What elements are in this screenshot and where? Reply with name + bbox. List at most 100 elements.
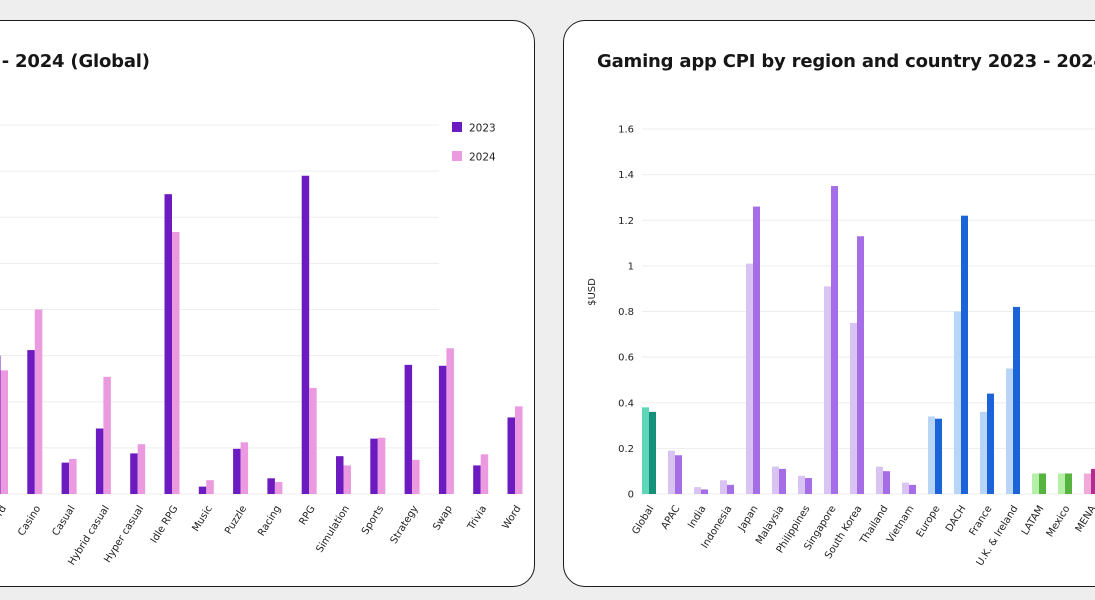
left-bar-2023-idle-rpg (164, 194, 172, 494)
left-bar-2024-casino (34, 309, 43, 494)
right-y-axis-label: $USD (587, 278, 598, 306)
left-bar-2024-idle-rpg (172, 232, 180, 494)
right-chart-title: Gaming app CPI by region and country 202… (597, 51, 1095, 72)
right-bar-2024-mexico (1065, 473, 1072, 494)
right-bar-2024-vietnam (909, 484, 916, 494)
left-bar-2023-trivia (473, 465, 481, 494)
left-bar-2023-music (198, 486, 207, 494)
right-x-tick-label: DACH (944, 504, 969, 534)
left-bar-2023-casino (27, 350, 35, 494)
left-x-tick-label: Music (190, 504, 214, 534)
right-y-tick-label: 1.6 (618, 125, 634, 136)
right-bar-2024-europe (935, 418, 942, 494)
right-bar-2024-malaysia (779, 468, 786, 494)
right-bar-2024-singapore (831, 186, 838, 494)
right-bar-2024-south-korea (857, 236, 864, 494)
right-y-tick-label: 1.4 (618, 170, 634, 181)
left-x-tick-label: RPG (297, 504, 317, 527)
right-bar-2024-mena (1091, 468, 1095, 494)
right-bar-2023-global (642, 407, 649, 494)
right-bar-2024-japan (753, 206, 760, 494)
right-x-tick-label: Global (630, 504, 656, 537)
right-y-tick-label: 0.8 (618, 307, 634, 318)
right-y-tick-label: 0.6 (618, 353, 634, 364)
right-x-tick-label: Mexico (1045, 504, 1073, 539)
right-bar-2023-dach (954, 311, 961, 494)
right-x-tick-label: France (968, 504, 995, 538)
left-bar-2023-casual (61, 462, 70, 494)
left-x-tick-label: Trivia (465, 504, 489, 533)
left-chart-title: 23 - 2024 (Global) (0, 51, 150, 72)
left-legend-swatch-2024 (452, 151, 462, 161)
right-y-tick-label: 1 (628, 261, 634, 272)
right-y-tick-label: 0 (628, 490, 634, 501)
left-bar-2024-strategy (412, 459, 420, 494)
right-y-tick-label: 1.2 (618, 216, 634, 227)
left-bar-2024-sports (377, 437, 386, 494)
left-x-tick-label: Idle RPG (149, 504, 181, 546)
right-bar-2024-u-k-ireland (1013, 306, 1020, 494)
left-bar-2024-rd (0, 370, 8, 494)
left-bar-2024-rpg (309, 387, 317, 494)
right-chart-card: Gaming app CPI by region and country 202… (563, 20, 1095, 587)
right-x-tick-label: India (686, 504, 708, 531)
right-bar-2024-dach (961, 215, 968, 494)
left-bar-2023-hybrid-casual (95, 428, 104, 494)
right-bar-2023-south-korea (850, 322, 857, 494)
right-bar-2023-japan (746, 263, 753, 494)
right-bar-2023-latam (1032, 473, 1039, 494)
left-bar-2023-rpg (301, 175, 310, 495)
left-x-tick-label: Word (501, 504, 524, 532)
left-bar-2023-strategy (404, 364, 413, 494)
left-bar-2024-music (206, 480, 214, 494)
right-bar-2024-india (701, 489, 708, 494)
right-x-tick-label: Europe (915, 504, 943, 540)
left-x-tick-label: Simulation (314, 504, 352, 555)
left-bar-2023-hyper-casual (130, 453, 138, 494)
left-bar-2024-trivia (480, 454, 489, 494)
left-bar-2023-puzzle (233, 448, 241, 494)
left-x-tick-label: Racing (256, 504, 283, 539)
right-chart-svg: 0 0.2 0.4 0.6 0.8 1 1.2 1.4 1.6 $USD Global APAC Ind… (587, 125, 1095, 568)
left-bar-2023-word (507, 417, 515, 494)
right-bar-2023-singapore (824, 286, 831, 494)
left-bar-2024-puzzle (240, 442, 249, 494)
left-legend-label-2023: 2023 (469, 123, 496, 135)
right-bar-2023-malaysia (772, 466, 779, 494)
right-bar-2023-france (980, 411, 987, 494)
right-bar-2024-global (649, 411, 656, 494)
right-x-tick-label: APAC (659, 504, 682, 532)
left-legend-swatch-2023 (452, 122, 462, 132)
left-chart-card: 23 - 2024 (Global) rdCasinoCasualHybrid … (0, 20, 535, 587)
left-bar-2024-hybrid-casual (103, 376, 111, 494)
left-bar-2024-racing (274, 482, 283, 494)
right-bar-2023-europe (928, 416, 935, 494)
left-bar-2024-simulation (343, 465, 351, 494)
right-bar-2023-vietnam (902, 482, 909, 494)
left-x-tick-label: Swap (431, 504, 455, 533)
right-x-tick-label: Japan (736, 504, 761, 534)
left-bar-2024-swap (446, 348, 454, 494)
left-x-tick-label: Strategy (389, 504, 421, 546)
right-bar-2024-apac (675, 455, 682, 494)
right-bar-2024-latam (1039, 473, 1046, 494)
right-x-tick-label: MENA (1074, 504, 1095, 535)
left-bar-2024-hyper-casual (137, 444, 146, 494)
right-bar-2024-philippines (805, 478, 812, 494)
left-x-tick-label: Casino (16, 504, 43, 538)
right-x-tick-label: LATAM (1020, 504, 1047, 538)
right-bar-2023-apac (668, 450, 675, 494)
left-x-tick-label: rd (0, 504, 9, 519)
right-bar-2024-thailand (883, 471, 890, 494)
left-x-tick-label: Casual (51, 504, 78, 538)
left-bar-2024-casual (69, 458, 77, 494)
right-y-tick-label: 0.4 (618, 398, 634, 409)
right-bar-2023-india (694, 487, 701, 494)
right-bar-2023-mexico (1058, 473, 1065, 494)
right-y-tick-label: 0.2 (618, 444, 634, 455)
left-legend-label-2024: 2024 (469, 152, 496, 164)
left-bar-2023-rd (0, 355, 1, 494)
right-bar-2024-france (987, 393, 994, 494)
left-bar-2023-sports (370, 438, 378, 494)
